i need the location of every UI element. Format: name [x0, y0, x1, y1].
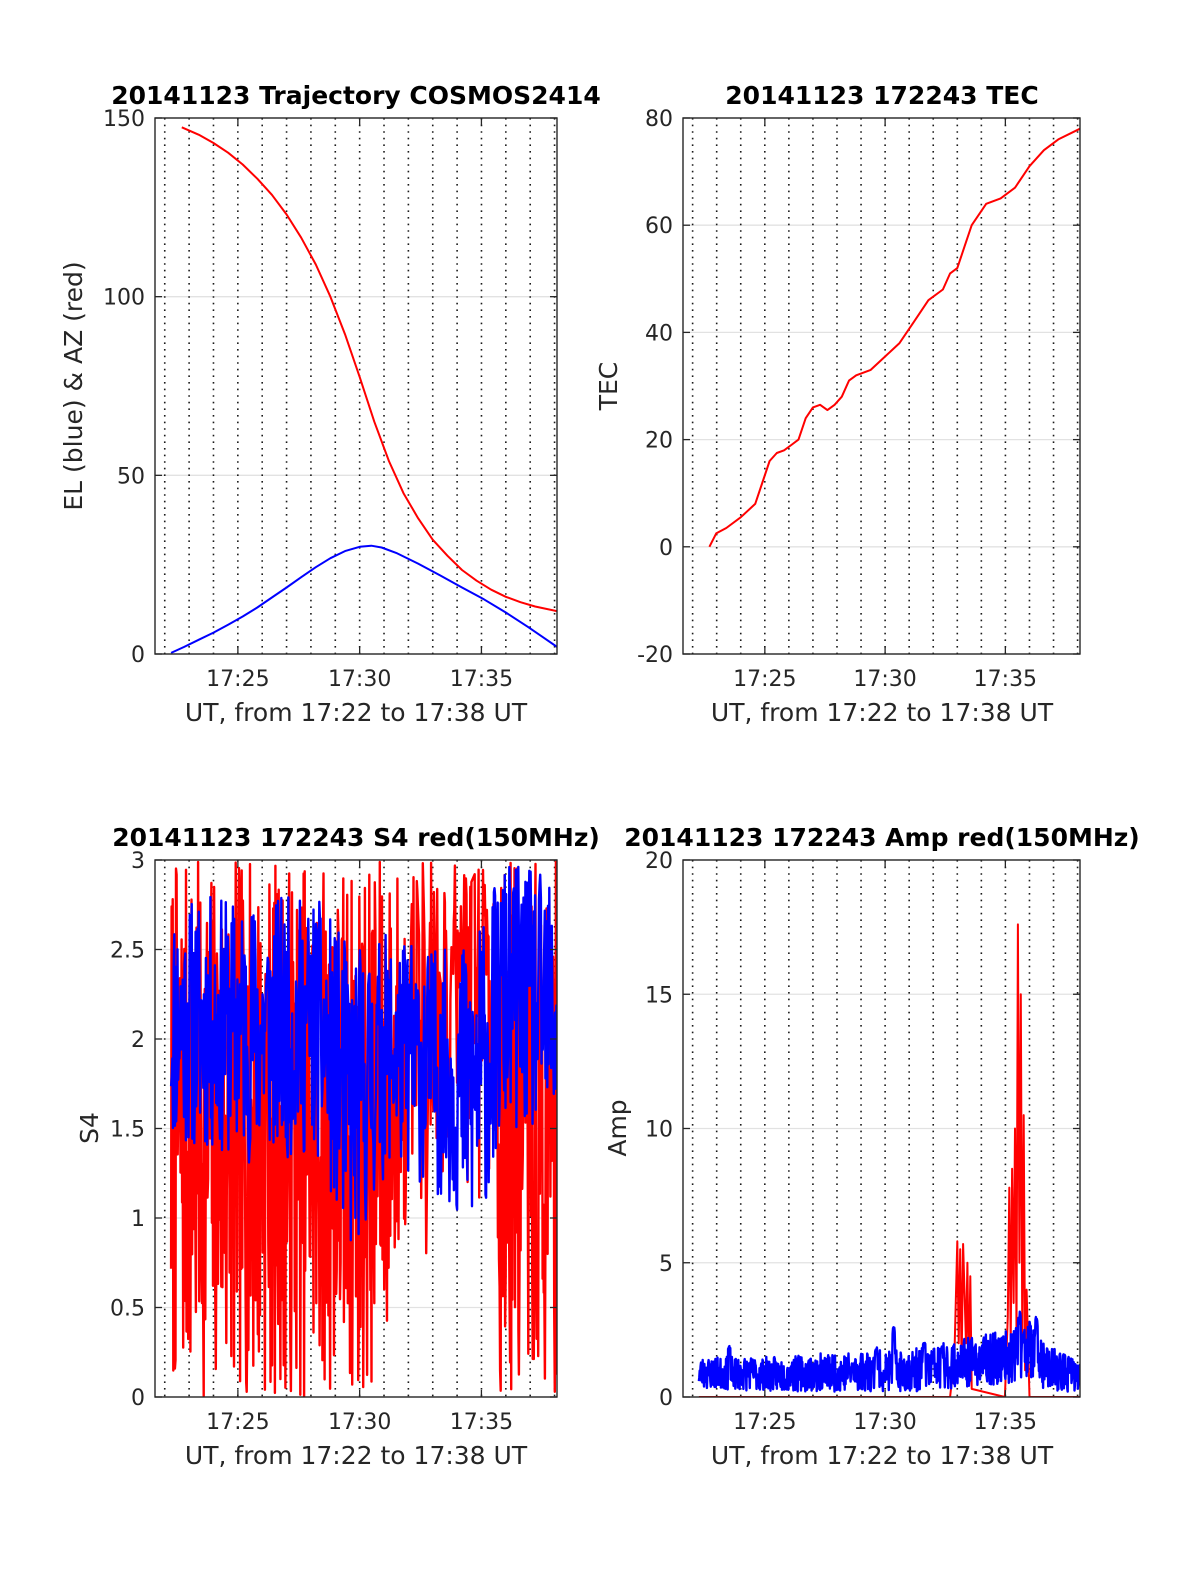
y-axis-label: Amp — [603, 1099, 632, 1156]
x-tick-label: 17:35 — [974, 667, 1037, 692]
panel-trajectory: 20141123 Trajectory COSMOS2414 0 50 100 150… — [59, 81, 601, 727]
chart-title: 20141123 172243 TEC — [725, 81, 1038, 110]
y-tick-label: 60 — [645, 214, 673, 239]
y-tick-label: 3 — [131, 849, 145, 874]
y-tick-label: 0 — [131, 1386, 145, 1411]
y-tick-label: 0 — [659, 1386, 673, 1411]
x-axis-label: UT, from 17:22 to 17:38 UT — [711, 698, 1054, 727]
chart-title: 20141123 Trajectory COSMOS2414 — [111, 81, 601, 110]
x-tick-label: 17:25 — [206, 667, 269, 692]
x-tick-label: 17:25 — [733, 667, 796, 692]
y-axis-label: EL (blue) & AZ (red) — [59, 261, 88, 510]
y-tick-label: 40 — [645, 321, 673, 346]
y-tick-labels: 0 50 100 150 — [103, 107, 145, 668]
plot-area — [683, 118, 1080, 654]
x-axis-label: UT, from 17:22 to 17:38 UT — [185, 698, 528, 727]
y-tick-label: 15 — [645, 983, 673, 1008]
x-tick-label: 17:30 — [328, 667, 391, 692]
y-tick-label: 0 — [131, 643, 145, 668]
series-line-0 — [181, 126, 557, 613]
x-tick-label: 17:30 — [328, 1410, 391, 1435]
x-tick-labels: 17:25 17:30 17:35 — [733, 667, 1037, 692]
x-tick-label: 17:30 — [853, 667, 916, 692]
x-tick-labels: 17:25 17:30 17:35 — [206, 1410, 513, 1435]
series-line-0 — [708, 127, 1080, 548]
panel-amp: 20141123 172243 Amp red(150MHz) 0 5 10 15 20… — [603, 823, 1140, 1470]
x-tick-label: 17:35 — [450, 667, 513, 692]
y-tick-label: 50 — [117, 464, 145, 489]
series-line-0 — [698, 923, 1080, 1397]
y-tick-labels: 0 5 10 15 20 — [645, 849, 673, 1411]
series-line-1 — [170, 544, 557, 654]
y-tick-label: 100 — [103, 286, 145, 311]
axes-frame — [154, 117, 558, 655]
y-tick-label: 0.5 — [110, 1297, 145, 1322]
y-axis-label: S4 — [75, 1112, 104, 1144]
y-tick-label: 20 — [645, 429, 673, 454]
x-tick-label: 17:25 — [206, 1410, 269, 1435]
plot-area — [155, 118, 557, 654]
x-axis-label: UT, from 17:22 to 17:38 UT — [185, 1441, 528, 1470]
x-axis-label: UT, from 17:22 to 17:38 UT — [711, 1441, 1054, 1470]
x-tick-labels: 17:25 17:30 17:35 — [733, 1410, 1037, 1435]
y-tick-label: 80 — [645, 107, 673, 132]
y-tick-label: 10 — [645, 1118, 673, 1143]
y-tick-label: 2 — [131, 1028, 145, 1053]
y-tick-label: 1.5 — [110, 1118, 145, 1143]
y-tick-label: -20 — [637, 643, 673, 668]
chart-title: 20141123 172243 Amp red(150MHz) — [624, 823, 1140, 852]
x-tick-label: 17:30 — [853, 1410, 916, 1435]
panel-s4: 20141123 172243 S4 red(150MHz) 0 0.5 1 1.5 2… — [75, 823, 600, 1470]
y-tick-labels: -20 0 20 40 60 80 — [637, 107, 673, 668]
y-tick-label: 5 — [659, 1252, 673, 1277]
x-tick-label: 17:25 — [733, 1410, 796, 1435]
y-tick-label: 150 — [103, 107, 145, 132]
chart-title: 20141123 172243 S4 red(150MHz) — [112, 823, 600, 852]
x-tick-labels: 17:25 17:30 17:35 — [206, 667, 513, 692]
x-tick-label: 17:35 — [450, 1410, 513, 1435]
y-tick-label: 0 — [659, 536, 673, 561]
axes-frame — [682, 117, 1081, 655]
y-tick-label: 1 — [131, 1207, 145, 1232]
x-tick-label: 17:35 — [974, 1410, 1037, 1435]
y-tick-label: 2.5 — [110, 939, 145, 964]
series-line-1 — [169, 865, 557, 1242]
y-axis-label: TEC — [594, 362, 623, 412]
y-tick-labels: 0 0.5 1 1.5 2 2.5 3 — [110, 849, 145, 1411]
y-tick-label: 20 — [645, 849, 673, 874]
series-line-1 — [697, 1310, 1080, 1393]
